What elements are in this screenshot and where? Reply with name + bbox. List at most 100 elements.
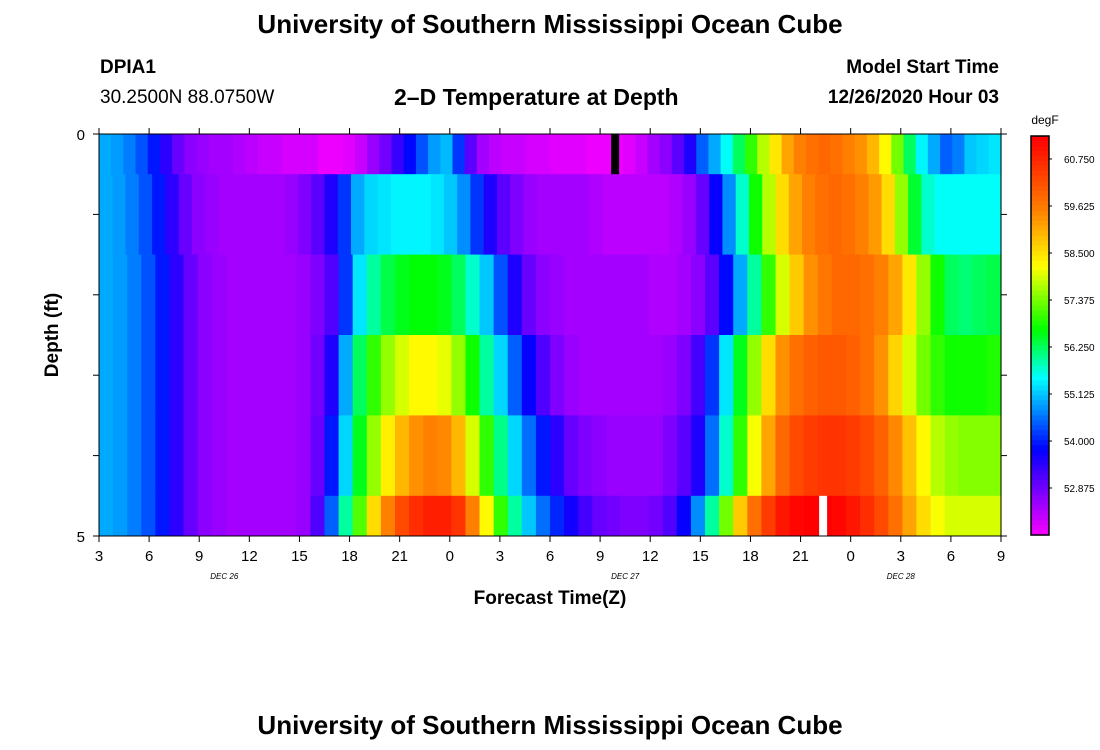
heat-cell [888,415,903,497]
x-tick-label: 12 [241,548,258,565]
heat-cell [916,415,932,497]
x-axis-label: Forecast Time(Z) [474,588,627,609]
colorbar-swatch [1031,180,1049,187]
heat-cell [521,415,537,497]
colorbar-swatch [1031,305,1049,312]
heat-cell [874,415,889,497]
colorbar-swatch [1031,425,1049,431]
colorbar-swatch [1031,445,1049,451]
heat-cell [696,134,710,175]
x-tick-label: 9 [596,548,604,565]
heat-cell [866,134,880,175]
colorbar-swatch [1031,485,1049,491]
colorbar-unit: degF [1031,113,1058,127]
colorbar-swatch [1031,140,1049,147]
heat-cell [366,415,382,497]
heat-cell [409,415,424,497]
heat-cell [141,254,156,336]
heat-cell [860,495,875,537]
heat-cell [733,335,748,416]
colorbar-swatch [1031,440,1049,446]
heat-cell [183,415,199,497]
heat-cell [437,495,452,537]
heat-cell [831,415,847,497]
heat-cell [254,495,269,537]
heat-cell [147,134,161,175]
y-tick-label: 0 [77,127,85,144]
heat-cell [733,254,748,336]
heat-cell [113,254,128,336]
heat-cell [141,335,156,416]
heat-cell [592,335,607,416]
heat-cell [550,134,563,175]
heat-cell [493,254,509,336]
heat-cell [719,335,734,416]
x-tick-label: 15 [692,548,709,565]
heat-cell [761,415,777,497]
heat-cell [513,134,527,175]
heat-cell [986,254,1002,336]
heat-cell [592,495,607,537]
x-tick-label: 18 [341,548,358,565]
heat-cell [690,335,706,416]
heat-cell [845,415,861,497]
colorbar-swatch [1031,365,1049,372]
colorbar-swatch [1031,170,1049,177]
heat-cell [99,254,114,336]
heat-cell [705,335,720,416]
heat-cell [916,495,932,537]
colorbar-swatch [1031,280,1049,287]
heat-cell [239,495,255,537]
colorbar-swatch [1031,405,1049,411]
heat-cell [944,415,960,497]
heat-cell [747,335,762,416]
heat-cell [452,134,466,175]
heat-cell [930,495,946,537]
heat-cell [338,495,354,537]
colorbar-swatch [1031,490,1049,496]
heat-cell [620,495,636,537]
heat-cell [296,415,311,497]
heat-cell [972,415,988,497]
heat-cell [169,495,185,537]
heat-cell [578,254,593,336]
heat-cell [155,415,171,497]
colorbar-swatch [1031,420,1049,426]
heat-cell [535,335,551,416]
heat-cell [879,134,892,175]
heat-cell [489,134,502,175]
heat-cell [337,174,352,256]
heat-cell [296,335,311,416]
heat-cell [855,174,869,256]
heat-cell [324,415,340,497]
heat-cell [987,174,1002,256]
heat-cell [735,174,750,256]
heat-cell [451,495,467,537]
heat-cell [183,254,199,336]
colorbar-swatch [1031,360,1049,367]
heat-cell [623,134,636,175]
heat-cell [972,254,988,336]
heat-cell [423,335,438,416]
heat-cell [648,495,664,537]
heat-cell [803,415,819,497]
heat-cell [443,174,458,256]
heat-cell [451,335,467,416]
heat-cell [231,174,246,256]
heat-cell [748,174,763,256]
heat-cell [719,495,734,537]
heat-cell [662,495,678,537]
heat-cell [676,495,692,537]
heat-cell [390,174,405,256]
colorbar-swatch [1031,295,1049,302]
heat-cell [310,254,326,336]
colorbar-tick-label: 58.500 [1064,249,1095,260]
heat-cell [197,254,213,336]
heat-cell [169,415,185,497]
heat-cell [562,134,575,175]
colorbar-swatch [1031,465,1049,471]
heat-cell [113,415,128,497]
x-tick-label: 3 [95,548,103,565]
heat-cell [521,495,537,537]
colorbar-swatch [1031,430,1049,436]
